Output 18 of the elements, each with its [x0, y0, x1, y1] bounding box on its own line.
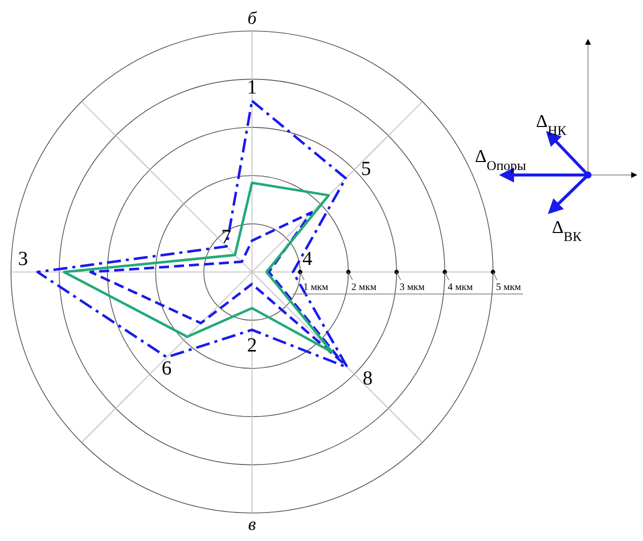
spoke-label: 8 — [362, 368, 373, 390]
spoke-label: 2 — [247, 334, 257, 356]
y-tick-label: 2 мкм — [351, 282, 378, 293]
y-tick-label: 3 мкм — [400, 282, 426, 293]
spoke-label: 5 — [360, 158, 371, 180]
spoke-label: 3 — [18, 248, 28, 270]
text: в — [248, 514, 256, 534]
spoke-label: 6 — [162, 357, 172, 380]
y-tick-label: 4 мкм — [448, 282, 474, 293]
text: Δ$_{Опоры}$ — [475, 146, 526, 172]
spoke-label: 7 — [221, 226, 232, 248]
spoke-label: 4 — [302, 248, 312, 270]
y-tick-label: 1 мкм — [303, 282, 329, 293]
text: Δ$_{НК}$ — [536, 111, 568, 138]
y-tick-label: 5 мкм — [496, 282, 522, 293]
text: Δ$_{ВК}$ — [552, 217, 583, 244]
spoke-label: 1 — [247, 76, 257, 98]
text: б — [247, 8, 258, 28]
